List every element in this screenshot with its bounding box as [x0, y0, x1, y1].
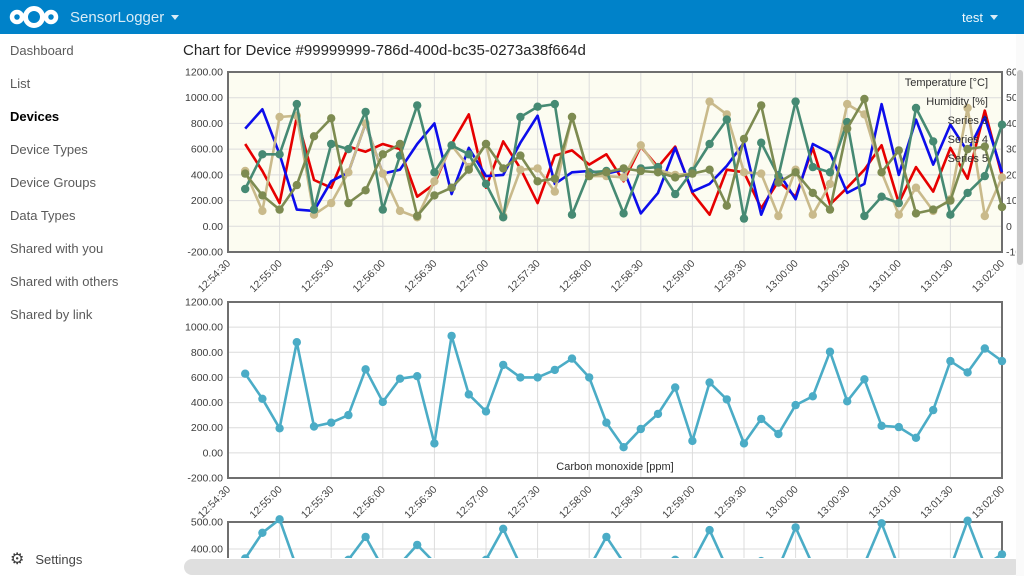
svg-text:12:56:00: 12:56:00 [351, 258, 388, 295]
sidebar-item-shared-with-you[interactable]: Shared with you [10, 241, 104, 256]
svg-text:1000.00: 1000.00 [185, 92, 223, 104]
svg-text:800.00: 800.00 [191, 118, 223, 130]
carbon-monoxide-chart: 1200.00 1000.00 800.00 600.00 400.00 200.00 0.… [185, 297, 1007, 522]
svg-text:12:55:00: 12:55:00 [247, 258, 284, 295]
svg-text:-200.00: -200.00 [187, 247, 223, 259]
svg-text:12:57:30: 12:57:30 [505, 484, 542, 521]
sidebar-item-shared-by-link[interactable]: Shared by link [10, 307, 93, 322]
svg-text:12:58:30: 12:58:30 [609, 258, 646, 295]
svg-text:13:00:00: 13:00:00 [763, 258, 800, 295]
svg-text:12:57:00: 12:57:00 [454, 484, 491, 521]
svg-text:13:01:00: 13:01:00 [867, 258, 904, 295]
sidebar-item-data-types[interactable]: Data Types [10, 208, 76, 223]
chevron-down-icon [990, 14, 998, 20]
svg-text:12:58:30: 12:58:30 [609, 484, 646, 521]
svg-text:400.00: 400.00 [191, 544, 223, 556]
svg-text:1000.00: 1000.00 [185, 322, 223, 334]
svg-text:600.00: 600.00 [191, 144, 223, 156]
svg-text:12:54:30: 12:54:30 [196, 258, 233, 295]
horizontal-scrollbar[interactable] [184, 559, 1022, 575]
app-menu[interactable]: SensorLogger [8, 0, 180, 34]
third-sensor-chart-clipped: 500.00400.00300.00200.00100.000.00-100.0… [191, 515, 1007, 558]
svg-text:13:01:30: 13:01:30 [918, 258, 955, 295]
svg-text:Series 4: Series 4 [948, 134, 988, 146]
svg-text:12:54:30: 12:54:30 [196, 484, 233, 521]
page-title: Chart for Device #99999999-786d-400d-bc3… [183, 42, 586, 59]
vertical-scrollbar-thumb[interactable] [1017, 70, 1023, 265]
svg-text:13:00:30: 13:00:30 [815, 484, 852, 521]
sidebar-item-device-types[interactable]: Device Types [10, 142, 88, 157]
vertical-scrollbar-track[interactable] [1016, 34, 1024, 576]
svg-text:Series 5: Series 5 [948, 153, 988, 165]
svg-text:13:00:00: 13:00:00 [763, 484, 800, 521]
svg-text:1200.00: 1200.00 [185, 67, 223, 79]
svg-text:800.00: 800.00 [191, 347, 223, 359]
app-navigation-sidebar: Dashboard List Devices Device Types Devi… [0, 34, 181, 576]
svg-text:500.00: 500.00 [191, 517, 223, 529]
svg-text:13:02:00: 13:02:00 [970, 258, 1007, 295]
svg-text:12:59:30: 12:59:30 [712, 484, 749, 521]
svg-text:Temperature [°C]: Temperature [°C] [905, 77, 988, 89]
svg-text:200.00: 200.00 [191, 422, 223, 434]
user-name: test [962, 9, 983, 25]
svg-text:Series 3: Series 3 [948, 115, 988, 127]
svg-text:12:57:30: 12:57:30 [505, 258, 542, 295]
nextcloud-logo-icon [9, 6, 59, 28]
svg-text:12:56:30: 12:56:30 [402, 484, 439, 521]
settings-button[interactable]: ⚙ Settings [10, 543, 82, 576]
svg-text:12:58:00: 12:58:00 [557, 258, 594, 295]
svg-text:12:55:30: 12:55:30 [299, 484, 336, 521]
gear-icon: ⚙ [10, 550, 25, 568]
svg-text:13:01:30: 13:01:30 [918, 484, 955, 521]
svg-text:0.00: 0.00 [203, 221, 224, 233]
user-menu[interactable]: test [962, 0, 998, 34]
svg-text:12:56:00: 12:56:00 [351, 484, 388, 521]
chevron-down-icon [171, 14, 180, 20]
svg-text:200.00: 200.00 [191, 195, 223, 207]
svg-text:12:55:30: 12:55:30 [299, 258, 336, 295]
svg-text:1200.00: 1200.00 [185, 297, 223, 309]
svg-text:13:02:00: 13:02:00 [970, 484, 1007, 521]
svg-text:12:59:00: 12:59:00 [660, 258, 697, 295]
svg-text:12:58:00: 12:58:00 [557, 484, 594, 521]
svg-text:12:59:00: 12:59:00 [660, 484, 697, 521]
svg-text:0: 0 [1006, 221, 1012, 233]
svg-text:12:57:00: 12:57:00 [454, 258, 491, 295]
svg-text:13:01:00: 13:01:00 [867, 484, 904, 521]
svg-text:-200.00: -200.00 [187, 473, 223, 485]
svg-text:0.00: 0.00 [203, 447, 224, 459]
settings-label: Settings [35, 552, 83, 567]
svg-text:600.00: 600.00 [191, 372, 223, 384]
svg-text:12:59:30: 12:59:30 [712, 258, 749, 295]
svg-text:12:56:30: 12:56:30 [402, 258, 439, 295]
svg-text:400.00: 400.00 [191, 169, 223, 181]
sidebar-item-list[interactable]: List [10, 76, 31, 91]
svg-text:13:00:30: 13:00:30 [815, 258, 852, 295]
sidebar-item-dashboard[interactable]: Dashboard [10, 43, 74, 58]
svg-text:Humidity [%]: Humidity [%] [926, 96, 988, 108]
sidebar-item-shared-with-others[interactable]: Shared with others [10, 274, 119, 289]
svg-text:Carbon monoxide [ppm]: Carbon monoxide [ppm] [556, 461, 673, 473]
svg-text:12:55:00: 12:55:00 [247, 484, 284, 521]
top-header-bar: SensorLogger test [0, 0, 1024, 34]
sidebar-item-device-groups[interactable]: Device Groups [10, 175, 96, 190]
app-name: SensorLogger [70, 8, 165, 26]
sidebar-item-devices[interactable]: Devices [10, 109, 60, 124]
svg-text:400.00: 400.00 [191, 397, 223, 409]
